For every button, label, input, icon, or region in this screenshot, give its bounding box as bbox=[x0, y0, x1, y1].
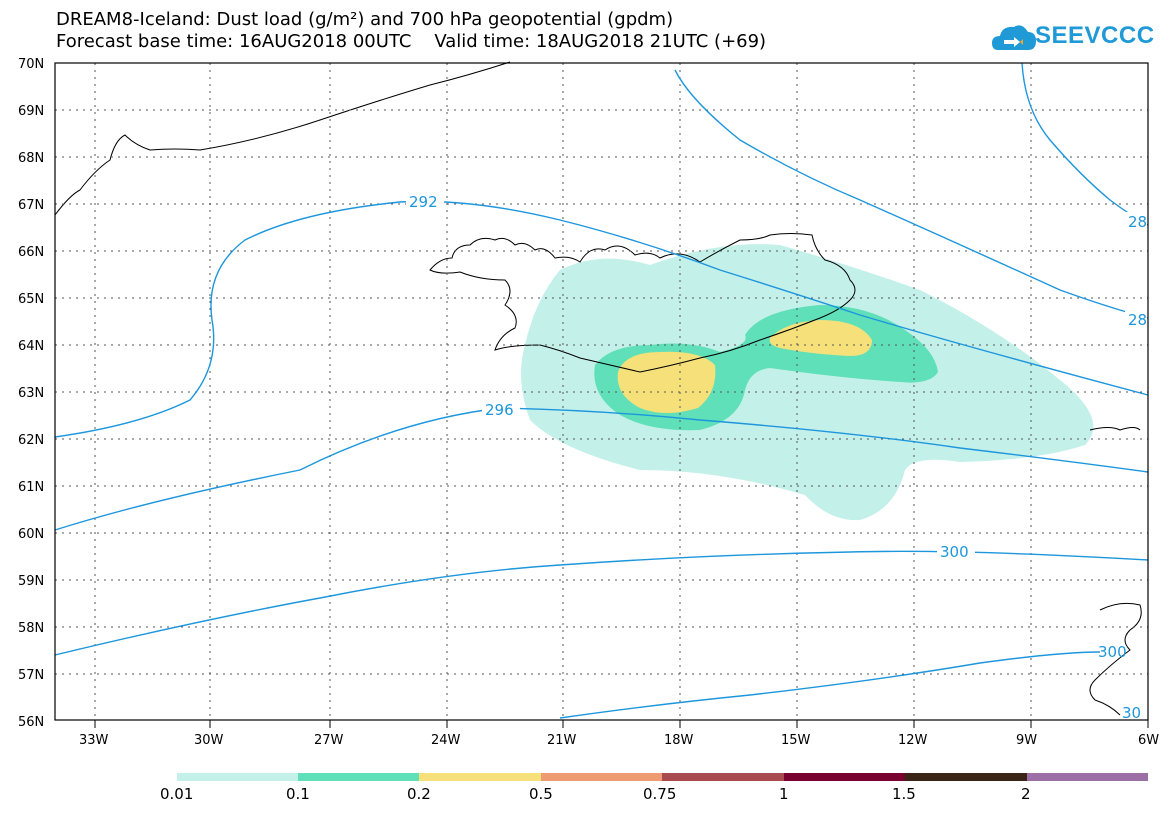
colorbar-segment bbox=[784, 773, 905, 781]
latitude-labels: 70N 69N 68N 67N 66N 65N 64N 63N 62N 61N … bbox=[18, 57, 44, 730]
colorbar-label: 0.1 bbox=[286, 785, 310, 803]
lon-label: 27W bbox=[314, 733, 344, 748]
colorbar-segment bbox=[298, 773, 419, 781]
contour-label-28a: 28 bbox=[1128, 213, 1147, 231]
lon-label: 33W bbox=[79, 733, 109, 748]
lat-label: 61N bbox=[18, 480, 44, 495]
lat-label: 62N bbox=[18, 433, 44, 448]
lat-label: 66N bbox=[18, 245, 44, 260]
contour-label-300: 300 bbox=[940, 543, 969, 561]
lat-label: 59N bbox=[18, 574, 44, 589]
dust-layer-001 bbox=[521, 244, 1094, 521]
coastline bbox=[54, 61, 1142, 716]
colorbar-label: 0.75 bbox=[643, 785, 676, 803]
colorbar-segment bbox=[662, 773, 784, 781]
lon-label: 12W bbox=[898, 733, 928, 748]
lat-label: 68N bbox=[18, 151, 44, 166]
logo-text: SEEVCCC bbox=[1035, 22, 1155, 49]
colorbar-segment bbox=[905, 773, 1027, 781]
lat-label: 65N bbox=[18, 292, 44, 307]
contour-labels: 292 296 300 28 28 300 30 bbox=[406, 192, 1147, 722]
lat-label: 67N bbox=[18, 198, 44, 213]
colorbar-segment bbox=[177, 773, 298, 781]
lon-label: 9W bbox=[1016, 733, 1037, 748]
colorbar-segment bbox=[541, 773, 662, 781]
cloud-icon bbox=[992, 25, 1036, 50]
contour-label-292: 292 bbox=[409, 193, 438, 211]
colorbar: 0.01 0.1 0.2 0.5 0.75 1 1.5 2 bbox=[160, 773, 1148, 803]
contour-label-30: 30 bbox=[1122, 704, 1141, 722]
colorbar-label: 0.5 bbox=[529, 785, 553, 803]
contour-label-28b: 28 bbox=[1128, 311, 1147, 329]
axis-ticks bbox=[94, 720, 1149, 728]
colorbar-label: 2 bbox=[1021, 785, 1031, 803]
lat-label: 69N bbox=[18, 104, 44, 119]
colorbar-label: 0.01 bbox=[160, 785, 193, 803]
lon-label: 18W bbox=[664, 733, 694, 748]
map-subtitle: Forecast base time: 16AUG2018 00UTC Vali… bbox=[56, 31, 767, 52]
lat-label: 63N bbox=[18, 386, 44, 401]
colorbar-label: 1 bbox=[779, 785, 789, 803]
lon-label: 21W bbox=[547, 733, 577, 748]
lon-label: 15W bbox=[781, 733, 811, 748]
lat-label: 64N bbox=[18, 339, 44, 354]
geopotential-contours bbox=[54, 62, 1149, 719]
lon-label: 24W bbox=[431, 733, 461, 748]
lat-label: 57N bbox=[18, 668, 44, 683]
contour-label-300b: 300 bbox=[1098, 643, 1127, 661]
lat-label: 58N bbox=[18, 621, 44, 636]
lon-label: 30W bbox=[194, 733, 224, 748]
dust-layer-02 bbox=[617, 320, 872, 413]
lat-label: 70N bbox=[18, 57, 44, 72]
lon-label: 6W bbox=[1138, 733, 1159, 748]
map-frame bbox=[54, 62, 1149, 721]
lat-label: 56N bbox=[18, 715, 44, 730]
grid bbox=[55, 63, 1148, 720]
map-title: DREAM8-Iceland: Dust load (g/m²) and 700… bbox=[56, 9, 674, 30]
contour-label-296: 296 bbox=[485, 401, 514, 419]
colorbar-segment bbox=[1027, 773, 1148, 781]
colorbar-label: 0.2 bbox=[407, 785, 431, 803]
lat-label: 60N bbox=[18, 527, 44, 542]
longitude-labels: 33W 30W 27W 24W 21W 18W 15W 12W 9W 6W bbox=[79, 733, 1159, 748]
colorbar-segment bbox=[419, 773, 541, 781]
colorbar-label: 1.5 bbox=[892, 785, 916, 803]
